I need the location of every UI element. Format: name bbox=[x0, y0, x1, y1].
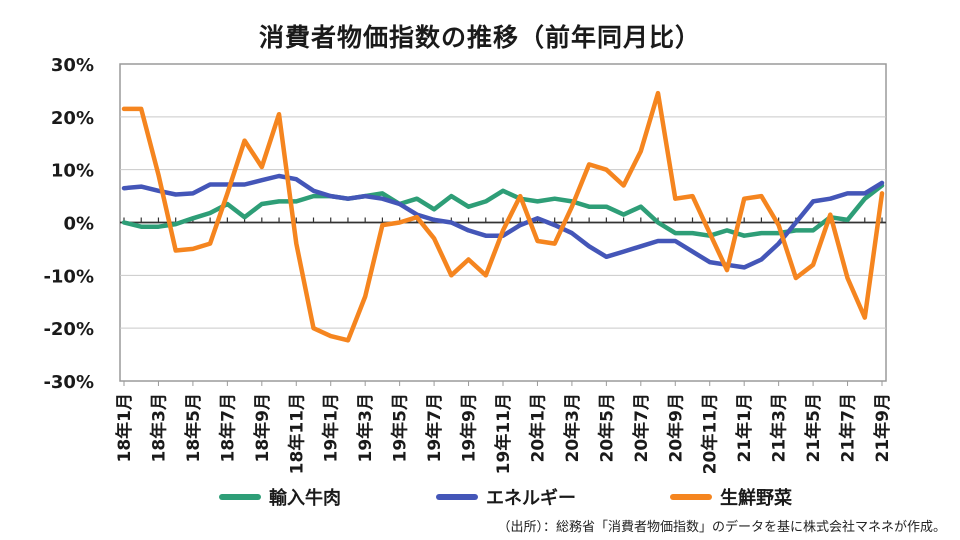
x-tick-label: 20年7月 bbox=[631, 393, 652, 463]
x-tick-label: 20年5月 bbox=[596, 393, 617, 463]
x-tick-label: 19年3月 bbox=[355, 393, 376, 463]
chart-title: 消費者物価指数の推移（前年同月比） bbox=[258, 23, 701, 52]
x-tick-label: 20年11月 bbox=[700, 393, 721, 474]
x-tick-label: 19年9月 bbox=[459, 393, 480, 463]
legend-label-beef: 輸入牛肉 bbox=[269, 488, 341, 509]
x-tick-label: 20年9月 bbox=[665, 393, 686, 463]
y-tick-label: 20% bbox=[51, 108, 94, 129]
y-tick-label: -30% bbox=[43, 372, 94, 393]
x-tick-label: 20年3月 bbox=[562, 393, 583, 463]
legend-swatch-vegetables bbox=[670, 494, 712, 500]
legend-item-vegetables: 生鮮野菜 bbox=[670, 484, 792, 510]
axes bbox=[120, 217, 886, 386]
x-tick-label: 18年9月 bbox=[252, 393, 273, 463]
x-tick-label: 21年3月 bbox=[769, 393, 790, 463]
series-line-3 bbox=[121, 90, 885, 343]
legend-label-energy: エネルギー bbox=[486, 488, 576, 509]
tick-labels: 30% 20% 10% 0% -10% -20% -30% 18年1月 18年3月 18年5月 18… bbox=[43, 55, 893, 474]
x-tick-label: 19年7月 bbox=[424, 393, 445, 463]
y-tick-label: 10% bbox=[51, 161, 94, 182]
x-tick-label: 18年11月 bbox=[286, 393, 307, 474]
series bbox=[121, 90, 885, 343]
x-tick-label: 21年5月 bbox=[803, 393, 824, 463]
x-tick-label: 19年5月 bbox=[390, 393, 411, 463]
x-tick-label: 19年11月 bbox=[493, 393, 514, 474]
series-line-1 bbox=[121, 183, 885, 238]
legend-swatch-energy bbox=[436, 494, 478, 500]
x-tick-label: 18年3月 bbox=[148, 393, 169, 463]
y-tick-label: -10% bbox=[43, 266, 94, 287]
x-tick-label: 18年5月 bbox=[183, 393, 204, 463]
x-tick-label: 20年1月 bbox=[527, 393, 548, 463]
legend-swatch-beef bbox=[219, 494, 261, 500]
source-note: （出所）：総務省「消費者物価指数」のデータを基に株式会社マネネが作成。 bbox=[497, 520, 946, 535]
x-tick-label: 21年7月 bbox=[838, 393, 859, 463]
x-tick-label: 18年7月 bbox=[217, 393, 238, 463]
y-tick-label: 30% bbox=[51, 55, 94, 76]
x-tick-label: 21年1月 bbox=[734, 393, 755, 463]
x-tick-label: 21年9月 bbox=[872, 393, 893, 463]
y-tick-label: -20% bbox=[43, 319, 94, 340]
x-tick-label: 19年1月 bbox=[321, 393, 342, 463]
legend-item-beef: 輸入牛肉 bbox=[219, 484, 341, 510]
legend-item-energy: エネルギー bbox=[436, 484, 576, 510]
legend-label-vegetables: 生鮮野菜 bbox=[720, 488, 792, 509]
x-tick-label: 18年1月 bbox=[114, 393, 135, 463]
legend: 輸入牛肉 エネルギー 生鮮野菜 bbox=[0, 484, 960, 514]
y-tick-label: 0% bbox=[63, 214, 94, 235]
